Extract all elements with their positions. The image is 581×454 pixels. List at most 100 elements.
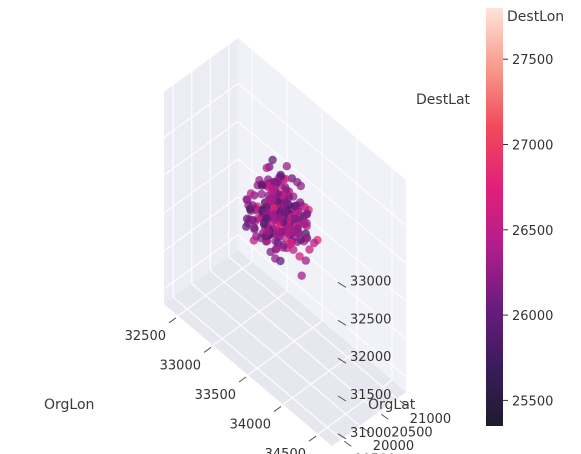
back-gridline-z — [237, 120, 407, 264]
floor-gridline-y — [191, 283, 361, 427]
tick-mark — [238, 376, 247, 383]
tick-mark — [343, 440, 352, 447]
y-tick-label: 19500 — [354, 452, 395, 454]
tick-mark — [399, 400, 408, 407]
tick-mark — [273, 406, 282, 412]
scatter-point — [305, 245, 314, 254]
scatter-point — [242, 222, 251, 231]
scatter-point — [257, 189, 266, 199]
tick-mark — [337, 395, 347, 402]
colorbar-label: DestLon — [507, 9, 564, 25]
tick-mark — [337, 433, 347, 440]
y-tick-label: 21000 — [410, 412, 451, 427]
tick-mark — [308, 435, 317, 442]
tick-mark — [380, 413, 389, 420]
scatter-point — [297, 271, 306, 280]
left-gridline-z — [163, 82, 239, 138]
floor-gridline-y — [172, 296, 342, 440]
scatter-point — [293, 178, 302, 187]
scatter-point — [281, 198, 290, 207]
data-points — [242, 155, 322, 280]
z-tick-label: 33000 — [350, 274, 391, 289]
floor-gridline-y — [209, 269, 379, 413]
x-axis-label: OrgLon — [44, 397, 94, 413]
floor-gridline-x — [317, 379, 393, 435]
z-tick-label: 31000 — [350, 426, 391, 441]
tick-mark — [168, 317, 177, 324]
scatter-point — [246, 189, 256, 198]
scatter-point — [280, 182, 290, 192]
y-tick-label: 20500 — [391, 425, 432, 440]
tick-mark — [362, 427, 371, 434]
colorbar-tick-label: 27000 — [512, 139, 553, 154]
x-tick-label: 33500 — [195, 388, 236, 403]
scatter-point — [268, 184, 278, 194]
colorbar-tick-label: 27500 — [512, 53, 553, 68]
scatter-point — [271, 254, 280, 263]
left-gridline-z — [163, 234, 239, 290]
x-tick-label: 33000 — [160, 358, 201, 373]
scatter-point — [271, 230, 280, 239]
x-tick-label: 34500 — [265, 447, 306, 454]
scatter-point — [262, 163, 271, 173]
scatter-point — [279, 243, 288, 252]
back-gridline-z — [237, 83, 407, 226]
scatter-point — [282, 162, 291, 171]
scatter-point — [262, 214, 271, 223]
floor-gridline-x — [247, 320, 323, 376]
scatter-point — [273, 238, 282, 247]
scatter-point — [248, 201, 257, 210]
scatter-point — [300, 220, 309, 229]
tick-mark — [337, 319, 347, 326]
floor-gridline-x — [282, 350, 358, 406]
scatter-point — [301, 256, 310, 265]
scatter-point — [242, 214, 252, 223]
colorbar-ticks: 25500 26000 26500 27000 27500 — [503, 53, 553, 409]
scatter-point — [268, 155, 277, 165]
y-axis-label: OrgLat — [368, 397, 416, 413]
tick-mark — [203, 347, 212, 353]
tick-mark — [337, 282, 347, 288]
z-tick-label: 31500 — [350, 388, 391, 403]
scatter-point — [257, 181, 267, 190]
scatter-point — [269, 203, 278, 213]
back-gridline-z — [237, 234, 407, 378]
scatter-point — [242, 195, 251, 204]
z-tick-label: 32500 — [350, 312, 391, 327]
left-gridline-z — [163, 158, 239, 214]
colorbar: 25500 26000 26500 27000 27500 DestLon — [486, 8, 564, 426]
tick-mark — [337, 357, 347, 364]
scatter-point — [290, 214, 299, 223]
floor-gridline-x — [212, 290, 288, 346]
scatter-point — [295, 252, 304, 261]
x-tick-label: 34000 — [230, 418, 271, 433]
scatter-point — [266, 247, 275, 257]
scatter-point — [268, 195, 277, 204]
axis-ticks: 32500 33000 33500 34000 34500 195002000020500… — [125, 274, 452, 454]
scatter-point — [263, 227, 273, 236]
scatter-point — [274, 213, 284, 223]
scatter-point — [281, 207, 290, 217]
left-gridline-z — [163, 196, 239, 252]
floor-gridline-x — [177, 261, 253, 317]
scatter-point — [310, 238, 319, 248]
colorbar-tick-label: 26000 — [512, 309, 553, 324]
scatter-point — [261, 208, 270, 217]
floor-gridline-y — [228, 256, 398, 400]
colorbar-tick-label: 25500 — [512, 394, 553, 409]
x-tick-label: 32500 — [125, 329, 166, 344]
scatter-point — [285, 240, 295, 249]
y-tick-label: 20000 — [373, 439, 414, 454]
grid-lines — [163, 44, 407, 440]
scatter-point — [293, 224, 302, 233]
scatter-point — [284, 228, 294, 237]
scatter-point — [276, 170, 285, 180]
left-gridline-z — [163, 120, 239, 176]
colorbar-gradient — [486, 8, 503, 426]
scatter-point — [249, 236, 259, 245]
scatter-point — [290, 202, 300, 211]
z-axis-label: DestLat — [416, 92, 471, 108]
colorbar-tick-label: 26500 — [512, 224, 553, 239]
z-tick-label: 32000 — [350, 350, 391, 365]
